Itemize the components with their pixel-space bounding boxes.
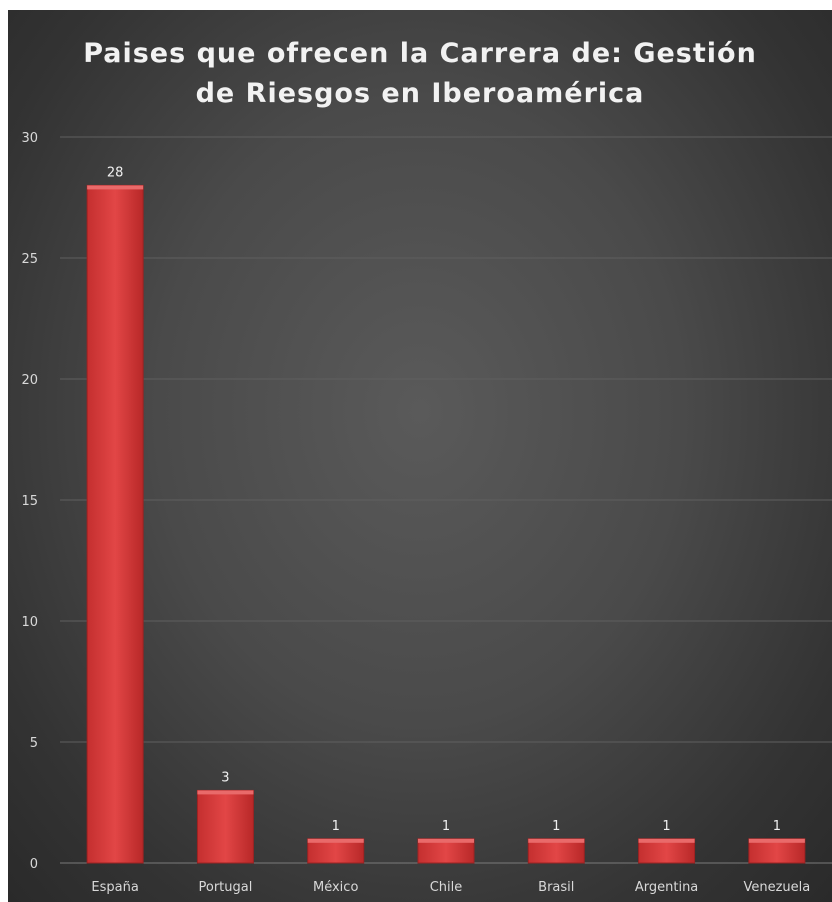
data-label: 1	[442, 819, 450, 834]
data-label: 3	[221, 770, 229, 785]
bars: 28 3 1 1 1 1 1	[86, 165, 806, 864]
y-tick-label: 25	[21, 252, 38, 267]
chart-area: Paises que ofrecen la Carrera de: Gestió…	[8, 10, 832, 902]
bar	[86, 184, 144, 864]
bar-group: 3	[196, 770, 254, 864]
data-label: 28	[107, 165, 124, 180]
bar-top-bevel	[528, 838, 585, 843]
y-tick-label: 5	[30, 736, 38, 751]
x-tick-label: Portugal	[199, 880, 253, 895]
x-tick-label: Brasil	[538, 880, 574, 895]
data-label: 1	[332, 819, 340, 834]
data-label: 1	[662, 819, 670, 834]
x-tick-label: México	[313, 880, 358, 895]
x-tick-label: Chile	[430, 880, 463, 895]
y-tick-label: 30	[21, 131, 38, 146]
data-label: 1	[773, 819, 781, 834]
bar-group: 1	[417, 819, 475, 864]
bar	[307, 838, 365, 864]
x-tick-label: España	[91, 880, 138, 895]
y-tick-label: 15	[21, 494, 38, 509]
y-tick-label: 10	[21, 615, 38, 630]
bar-group: 1	[527, 819, 585, 864]
bar-group: 1	[748, 819, 806, 864]
bar	[196, 789, 254, 864]
bar-group: 1	[307, 819, 365, 864]
data-label: 1	[552, 819, 560, 834]
bar-top-bevel	[87, 185, 144, 190]
bar-chart-plot: 0 5 10 15 20 25 30 28 3 1 1 1 1 1 España Portugal Méxi…	[21, 131, 832, 895]
bar	[527, 838, 585, 864]
bar-top-bevel	[418, 838, 474, 843]
bar-top-bevel	[307, 838, 364, 843]
x-axis-ticks: España Portugal México Chile Brasil Argentina…	[91, 880, 810, 895]
bar	[417, 838, 475, 864]
gridlines	[60, 136, 832, 864]
x-tick-label: Argentina	[635, 880, 698, 895]
y-axis-ticks: 0 5 10 15 20 25 30	[21, 131, 38, 872]
chart-title: Paises que ofrecen la Carrera de: Gestió…	[83, 38, 757, 109]
y-tick-label: 20	[21, 373, 38, 388]
bar-top-bevel	[748, 838, 805, 843]
x-tick-label: Venezuela	[743, 880, 810, 895]
bar-top-bevel	[638, 838, 695, 843]
bar-group: 1	[638, 819, 696, 864]
bar-group: 28	[86, 165, 144, 864]
y-tick-label: 0	[30, 857, 38, 872]
bar	[638, 838, 696, 864]
bar-top-bevel	[197, 790, 254, 795]
